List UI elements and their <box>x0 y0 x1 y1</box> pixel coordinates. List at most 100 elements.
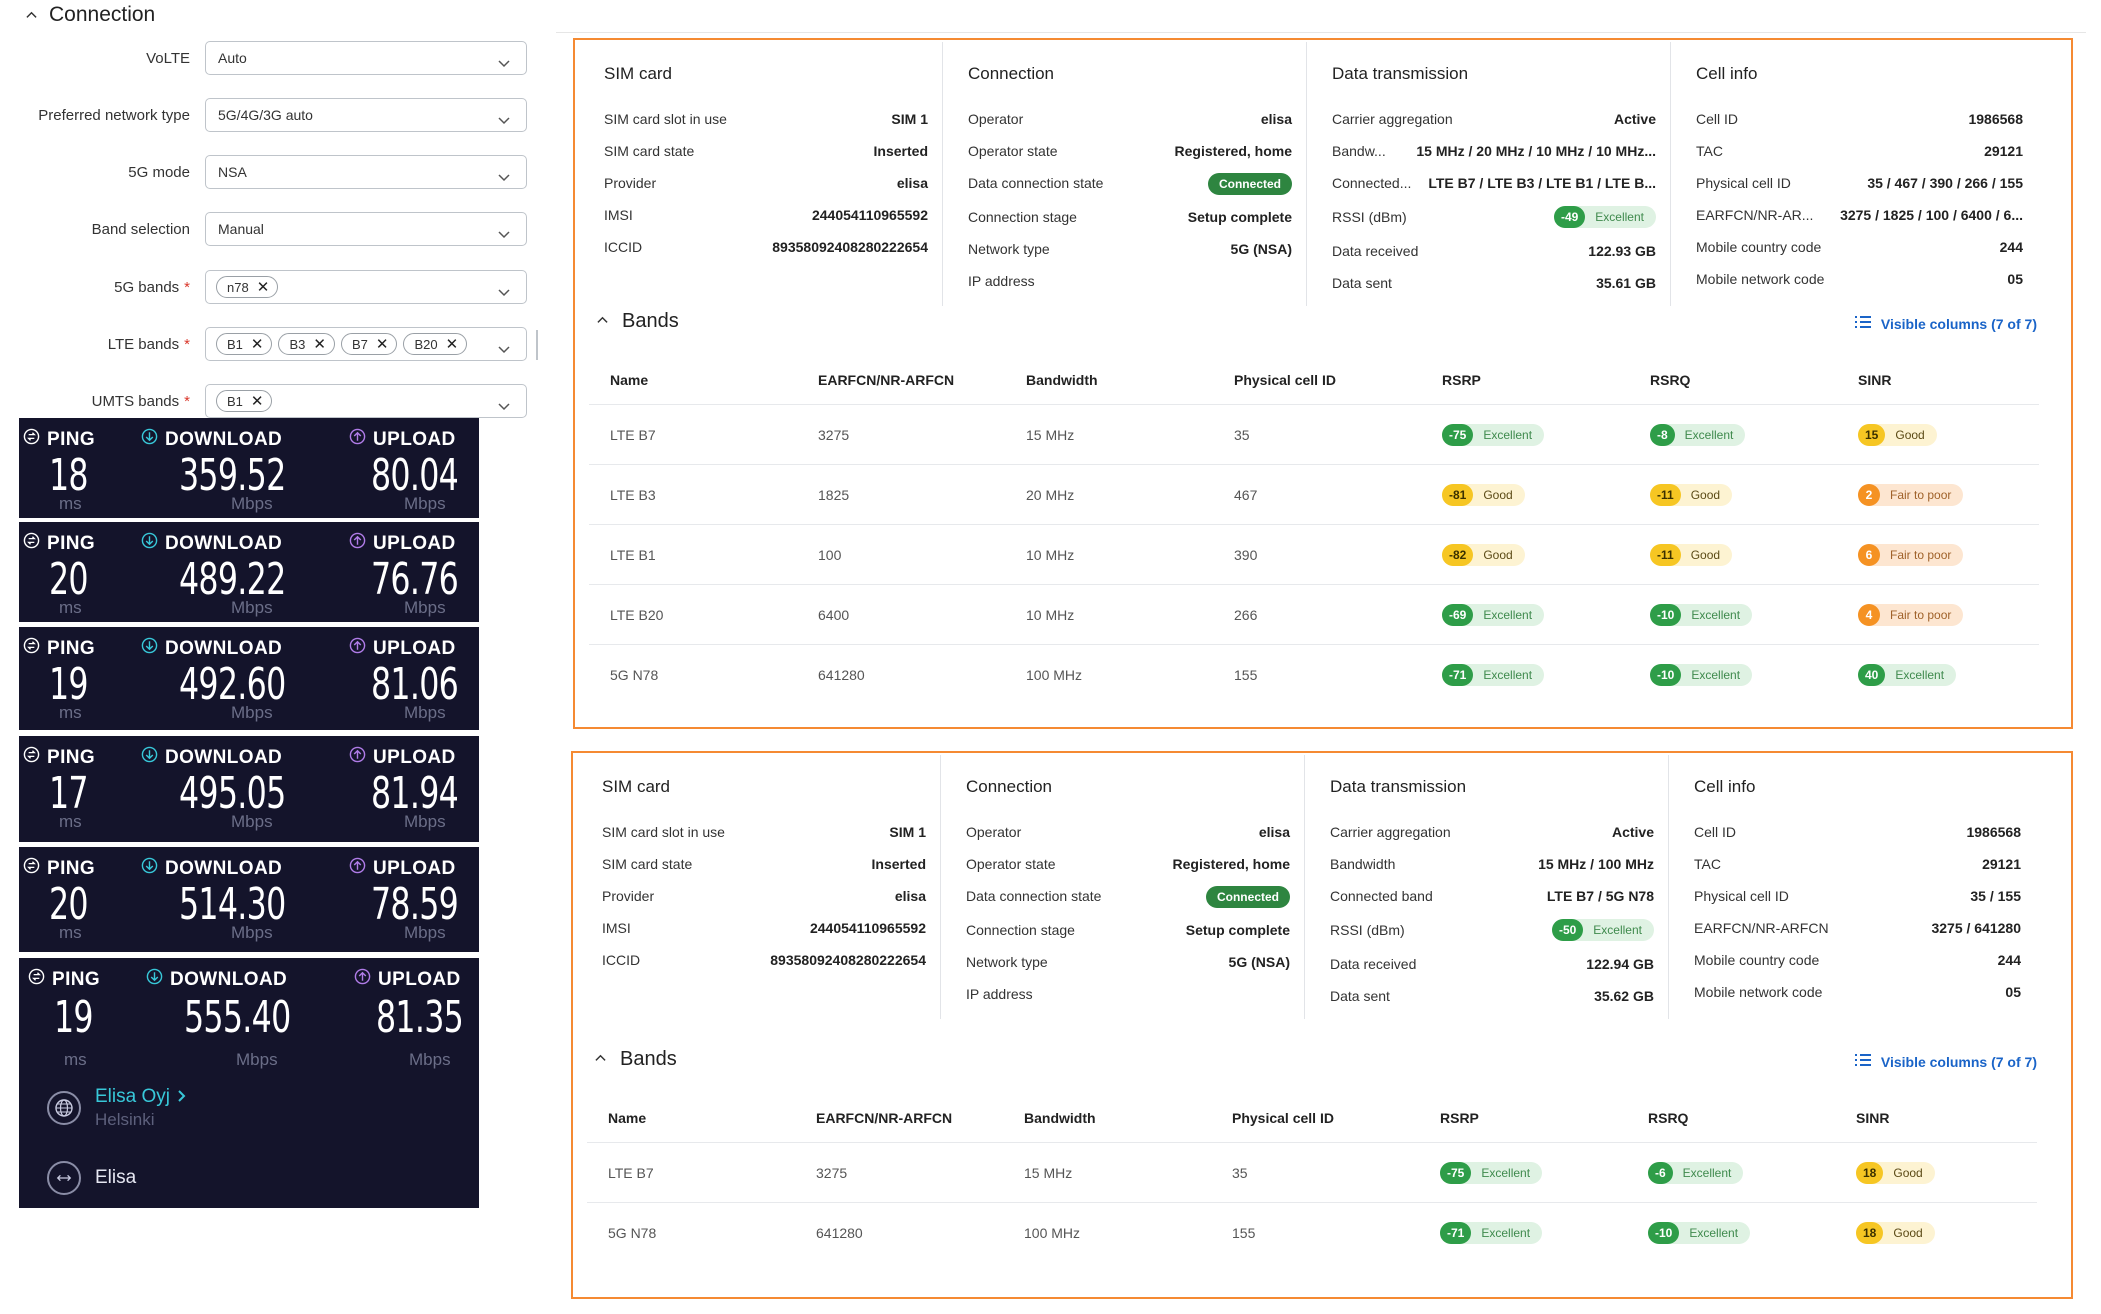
remove-chip-icon[interactable]: ✕ <box>256 278 270 296</box>
download-label: DOWNLOAD <box>165 857 283 879</box>
column-header[interactable]: EARFCN/NR-ARFCN <box>816 1110 953 1126</box>
chevron-down-icon[interactable] <box>498 284 510 297</box>
rsrq-value: -6 <box>1648 1162 1673 1184</box>
column-header[interactable]: Physical cell ID <box>1232 1110 1334 1126</box>
info-key: Connected... <box>1332 175 1412 191</box>
rsrq-quality: Excellent <box>1682 1166 1732 1180</box>
column-header[interactable]: Physical cell ID <box>1234 372 1336 388</box>
info-key: Carrier aggregation <box>1330 824 1451 840</box>
isp-text: Elisa Oyj Helsinki <box>95 1086 186 1130</box>
chip-label: n78 <box>227 279 249 295</box>
form-row: VoLTE Auto <box>0 41 540 77</box>
bands-title: Bands <box>622 310 679 332</box>
table-cell-earfcn: 3275 <box>818 427 850 443</box>
rsrp-quality: Excellent <box>1481 1166 1531 1180</box>
ping-unit: ms <box>59 703 82 722</box>
column-header[interactable]: RSRP <box>1442 372 1481 388</box>
form-select[interactable]: Manual <box>205 212 527 246</box>
form-label: Band selection <box>92 212 190 248</box>
visible-columns-button[interactable]: Visible columns (7 of 7) <box>1854 315 2037 332</box>
form-select[interactable]: Auto <box>205 41 527 75</box>
rsrp-quality: Excellent <box>1483 608 1533 622</box>
sinr-value: 18 <box>1856 1162 1884 1184</box>
column-header[interactable]: RSRP <box>1440 1110 1479 1126</box>
column-header[interactable]: Name <box>610 372 649 388</box>
info-row: Mobile network code 05 <box>1694 981 2021 1003</box>
info-row: EARFCN/NR-AR... 3275 / 1825 / 100 / 6400 … <box>1696 204 2023 226</box>
band-chip: B3 ✕ <box>278 333 335 355</box>
bands-section-header[interactable]: Bands <box>597 310 679 333</box>
chevron-down-icon[interactable] <box>498 112 510 125</box>
info-key: Cell ID <box>1694 824 1737 840</box>
rsrp-badge: -75 Excellent <box>1442 424 1545 446</box>
server-icon <box>47 1161 81 1195</box>
chevron-down-icon[interactable] <box>498 398 510 411</box>
sinr-quality: Excellent <box>1895 668 1945 682</box>
column-header[interactable]: SINR <box>1856 1110 1890 1126</box>
form-select[interactable]: B1 ✕ B3 ✕ B7 ✕ B20 ✕ <box>205 327 538 361</box>
remove-chip-icon[interactable]: ✕ <box>445 335 459 353</box>
remove-chip-icon[interactable]: ✕ <box>250 335 264 353</box>
upload-label: UPLOAD <box>378 968 461 990</box>
info-key: Operator <box>966 824 1022 840</box>
rsrq-value: -10 <box>1650 664 1682 686</box>
table-cell-pci: 155 <box>1232 1225 1256 1241</box>
column-header[interactable]: Bandwidth <box>1024 1110 1096 1126</box>
info-value: Registered, home <box>1174 143 1292 159</box>
server-row[interactable]: Elisa <box>47 1161 136 1195</box>
rsrp-value: -82 <box>1442 544 1474 566</box>
isp-name[interactable]: Elisa Oyj <box>95 1086 186 1108</box>
info-value: 5G (NSA) <box>1230 241 1292 257</box>
chevron-down-icon[interactable] <box>498 55 510 68</box>
connection-info-section: Connection Operator elisa Operator state Reg… <box>966 777 1290 1027</box>
form-select[interactable]: NSA <box>205 155 527 189</box>
chevron-down-icon[interactable] <box>498 341 510 354</box>
form-label: UMTS bands * <box>92 384 190 420</box>
upload-header: UPLOAD <box>349 637 456 660</box>
form-select[interactable]: B1 ✕ <box>205 384 527 418</box>
chevron-down-icon[interactable] <box>498 169 510 182</box>
chip-label: B3 <box>289 336 306 352</box>
info-key: Connection stage <box>968 209 1077 225</box>
upload-icon <box>349 746 366 769</box>
form-select[interactable]: 5G/4G/3G auto <box>205 98 527 132</box>
info-key: RSSI (dBm) <box>1332 209 1407 225</box>
info-row: Data sent 35.62 GB <box>1330 985 1654 1007</box>
info-row: Data received 122.93 GB <box>1332 240 1656 262</box>
column-header[interactable]: RSRQ <box>1650 372 1691 388</box>
chevron-down-icon[interactable] <box>498 226 510 239</box>
chip-list: B1 ✕ B3 ✕ B7 ✕ B20 ✕ <box>216 333 468 355</box>
column-header[interactable]: RSRQ <box>1648 1110 1689 1126</box>
download-value: 359.52 <box>179 450 286 501</box>
rssi-badge: -50 Excellent <box>1551 919 1654 941</box>
remove-chip-icon[interactable]: ✕ <box>313 335 326 353</box>
ping-unit: ms <box>59 923 82 942</box>
rssi-value: -49 <box>1553 206 1586 228</box>
column-header[interactable]: SINR <box>1858 372 1892 388</box>
column-header[interactable]: EARFCN/NR-ARFCN <box>818 372 955 388</box>
download-icon <box>141 637 158 660</box>
sinr-quality: Fair to poor <box>1890 608 1952 622</box>
info-key: Data sent <box>1330 988 1390 1004</box>
remove-chip-icon[interactable]: ✕ <box>250 392 264 410</box>
info-value: Active <box>1611 824 1654 840</box>
form-select[interactable]: n78 ✕ <box>205 270 527 304</box>
rsrq-badge: -6 Excellent <box>1648 1162 1744 1184</box>
bands-section-header[interactable]: Bands <box>595 1048 677 1071</box>
form-label-text: Band selection <box>91 221 190 238</box>
info-value: 1986568 <box>1966 824 2021 840</box>
column-header[interactable]: Name <box>608 1110 647 1126</box>
visible-columns-button[interactable]: Visible columns (7 of 7) <box>1854 1053 2037 1070</box>
download-icon <box>141 746 158 769</box>
table-row: LTE B1 100 10 MHz 390 -82 Good -11 Good 6 Fair to… <box>589 524 2039 585</box>
download-unit: Mbps <box>231 494 273 513</box>
remove-chip-icon[interactable]: ✕ <box>375 335 389 353</box>
info-row: Bandw... 15 MHz / 20 MHz / 10 MHz / 10 MH… <box>1332 140 1656 162</box>
info-value: 122.93 GB <box>1588 243 1656 259</box>
section-title: Connection <box>966 777 1053 796</box>
isp-provider[interactable]: Elisa Oyj Helsinki <box>47 1086 186 1130</box>
column-header[interactable]: Bandwidth <box>1026 372 1098 388</box>
table-cell-name: LTE B7 <box>608 1165 654 1181</box>
connection-section-header[interactable]: Connection <box>26 2 155 28</box>
bands-title: Bands <box>620 1048 677 1070</box>
